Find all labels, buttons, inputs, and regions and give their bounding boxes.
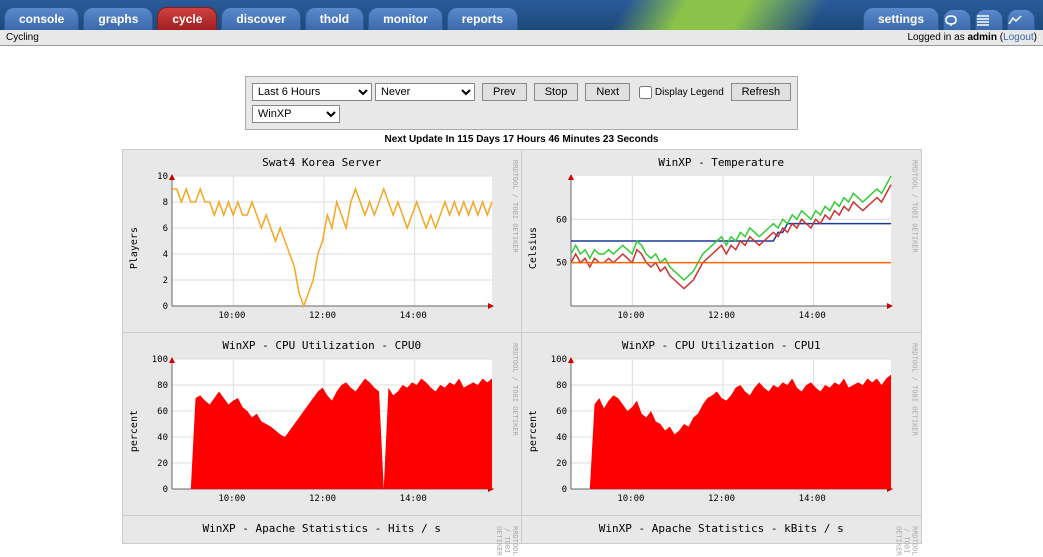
update-countdown: Next Update In 115 Days 17 Hours 46 Minu… [0, 134, 1043, 145]
svg-text:10:00: 10:00 [218, 311, 245, 321]
y-label: Players [129, 227, 140, 269]
rrdtool-watermark: RRDTOOL / TOBI OETIKER [911, 343, 919, 436]
svg-text:14:00: 14:00 [799, 311, 826, 321]
svg-text:10:00: 10:00 [617, 311, 644, 321]
svg-text:0: 0 [162, 302, 167, 312]
logout-link[interactable]: Logout [1003, 32, 1034, 43]
y-label: percent [528, 410, 539, 452]
refresh-button[interactable]: Refresh [731, 83, 792, 101]
graph-title: Swat4 Korea Server [129, 156, 516, 169]
tab-monitor[interactable]: monitor [368, 7, 443, 30]
graph-grid: RRDTOOL / TOBI OETIKER Swat4 Korea Serve… [122, 149, 922, 544]
svg-text:10:00: 10:00 [218, 494, 245, 504]
svg-text:20: 20 [157, 459, 168, 469]
svg-text:14:00: 14:00 [399, 311, 426, 321]
breadcrumb: Cycling [6, 32, 39, 43]
svg-text:4: 4 [162, 250, 167, 260]
chart-svg: 50 60 10:00 12:00 14:00 [541, 171, 901, 326]
svg-text:60: 60 [556, 407, 567, 417]
svg-text:14:00: 14:00 [799, 494, 826, 504]
svg-text:12:00: 12:00 [309, 311, 336, 321]
graph-cell-apache-hits[interactable]: RRDTOOL / TOBI OETIKER WinXP - Apache St… [122, 516, 522, 544]
graph-cell-cpu1[interactable]: RRDTOOL / TOBI OETIKER WinXP - CPU Utili… [522, 333, 922, 516]
interval-select[interactable]: Never [375, 83, 475, 101]
rrdtool-watermark: RRDTOOL / TOBI OETIKER [895, 526, 919, 556]
graph-title: WinXP - Apache Statistics - Hits / s [129, 522, 516, 535]
svg-text:50: 50 [556, 259, 567, 269]
tab-discover[interactable]: discover [221, 7, 300, 30]
svg-text:10: 10 [157, 172, 168, 182]
timespan-select[interactable]: Last 6 Hours [252, 83, 372, 101]
legend-checkbox[interactable] [639, 86, 652, 99]
rrdtool-watermark: RRDTOOL / TOBI OETIKER [911, 160, 919, 253]
host-select[interactable]: WinXP [252, 105, 340, 123]
tab-cycle[interactable]: cycle [157, 7, 217, 30]
main-tab-bar: consolegraphscyclediscovertholdmonitorre… [0, 0, 1043, 30]
preview-icon[interactable] [1007, 9, 1035, 30]
graph-title: WinXP - CPU Utilization - CPU0 [129, 339, 516, 352]
svg-text:60: 60 [157, 407, 168, 417]
graph-cell-apache-kbits[interactable]: RRDTOOL / TOBI OETIKER WinXP - Apache St… [522, 516, 922, 544]
svg-text:12:00: 12:00 [309, 494, 336, 504]
svg-text:100: 100 [551, 355, 567, 365]
stop-button[interactable]: Stop [534, 83, 579, 101]
rrdtool-watermark: RRDTOOL / TOBI OETIKER [511, 343, 519, 436]
svg-text:8: 8 [162, 198, 167, 208]
graph-title: WinXP - Apache Statistics - kBits / s [528, 522, 915, 535]
list-icon[interactable] [975, 9, 1003, 30]
svg-text:0: 0 [162, 485, 167, 495]
tree-icon[interactable] [943, 9, 971, 30]
graph-title: WinXP - Temperature [528, 156, 915, 169]
svg-text:0: 0 [562, 485, 567, 495]
svg-text:2: 2 [162, 276, 167, 286]
chart-svg: 0 20 40 60 80 100 10:00 12:00 14:00 [142, 354, 502, 509]
svg-text:14:00: 14:00 [399, 494, 426, 504]
graph-cell-swat[interactable]: RRDTOOL / TOBI OETIKER Swat4 Korea Serve… [122, 150, 522, 333]
tab-reports[interactable]: reports [447, 7, 518, 30]
tab-thold[interactable]: thold [305, 7, 364, 30]
svg-text:20: 20 [556, 459, 567, 469]
legend-checkbox-label[interactable]: Display Legend [639, 87, 727, 98]
graph-title: WinXP - CPU Utilization - CPU1 [528, 339, 915, 352]
rrdtool-watermark: RRDTOOL / TOBI OETIKER [495, 526, 519, 556]
next-button[interactable]: Next [585, 83, 630, 101]
svg-text:12:00: 12:00 [708, 494, 735, 504]
svg-text:60: 60 [556, 215, 567, 225]
svg-text:6: 6 [162, 224, 167, 234]
svg-text:40: 40 [157, 433, 168, 443]
y-label: percent [129, 410, 140, 452]
tab-settings[interactable]: settings [863, 7, 939, 30]
rrdtool-watermark: RRDTOOL / TOBI OETIKER [511, 160, 519, 253]
tab-graphs[interactable]: graphs [83, 7, 153, 30]
svg-text:100: 100 [151, 355, 167, 365]
graph-cell-temp[interactable]: RRDTOOL / TOBI OETIKER WinXP - Temperatu… [522, 150, 922, 333]
sub-bar: Cycling Logged in as admin (Logout) [0, 30, 1043, 46]
chart-svg: 0 2 4 6 8 10 10:00 12:00 14:00 [142, 171, 502, 326]
y-label: Celsius [528, 227, 539, 269]
tab-console[interactable]: console [4, 7, 79, 30]
chart-svg: 0 20 40 60 80 100 10:00 12:00 14:00 [541, 354, 901, 509]
svg-text:40: 40 [556, 433, 567, 443]
svg-text:80: 80 [157, 381, 168, 391]
svg-text:80: 80 [556, 381, 567, 391]
logo-stripe [611, 0, 828, 30]
controls-panel: Last 6 Hours Never Prev Stop Next Displa… [245, 76, 798, 130]
svg-text:12:00: 12:00 [708, 311, 735, 321]
login-status: Logged in as admin (Logout) [907, 32, 1037, 43]
prev-button[interactable]: Prev [482, 83, 527, 101]
svg-text:10:00: 10:00 [617, 494, 644, 504]
graph-cell-cpu0[interactable]: RRDTOOL / TOBI OETIKER WinXP - CPU Utili… [122, 333, 522, 516]
